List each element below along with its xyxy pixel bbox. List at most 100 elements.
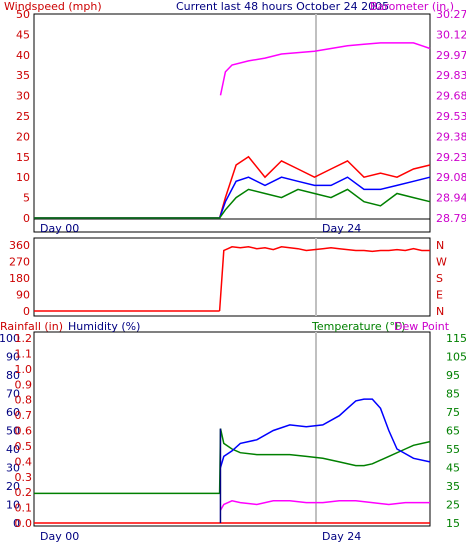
humidity-tick-label: 80 <box>6 369 20 382</box>
barometer-tick-label: 30.27 <box>436 8 466 21</box>
humidity-tick-label: 40 <box>6 443 20 456</box>
direction-degree-label: 360 <box>9 239 30 252</box>
rainfall-tick-label: 0.4 <box>15 455 33 468</box>
rainfall-tick-label: 0.0 <box>15 517 33 530</box>
humidity-tick-label: 20 <box>6 480 20 493</box>
humidity-tick-label: 70 <box>6 388 20 401</box>
rainfall-tick-label: 0.9 <box>15 378 33 391</box>
wind-tick-label: 5 <box>23 192 30 205</box>
humidity-tick-label: 50 <box>6 425 20 438</box>
rainfall-tick-label: 1.2 <box>15 332 33 345</box>
temperature-tick-label: 55 <box>446 443 460 456</box>
barometer-tick-label: 28.94 <box>436 192 466 205</box>
temperature-tick-label: 75 <box>446 406 460 419</box>
temperature-line <box>34 428 431 495</box>
wind-tick-label: 15 <box>16 151 30 164</box>
direction-degree-label: 180 <box>9 272 30 285</box>
dewpoint-line <box>219 500 430 511</box>
rainfall-tick-label: 0.6 <box>15 425 33 438</box>
temperature-tick-label: 115 <box>446 332 466 345</box>
wind-xlabel-day24: Day 24 <box>322 222 361 235</box>
panel-temp-frame <box>33 331 431 527</box>
humidity-tick-label: 30 <box>6 462 20 475</box>
direction-degree-ticks: 360 270 180 90 0 <box>9 239 30 318</box>
wind-tick-label: 40 <box>16 49 30 62</box>
temp-xlabel-day24: Day 24 <box>322 530 361 543</box>
temperature-tick-label: 25 <box>446 499 460 512</box>
wind-chart-title: Current last 48 hours October 24 2005 <box>176 0 389 13</box>
wind-tick-label: 45 <box>16 28 30 41</box>
direction-compass-label: N <box>436 305 444 318</box>
rainfall-tick-label: 0.5 <box>15 440 33 453</box>
wind-tick-label: 30 <box>16 90 30 103</box>
wind-avg-line <box>34 188 431 219</box>
wind-tick-label: 50 <box>16 8 30 21</box>
temperature-tick-label: 15 <box>446 517 460 530</box>
temperature-axis-label: Temperature (°F) <box>311 320 406 333</box>
direction-compass-label: W <box>436 256 447 269</box>
humidity-line <box>219 398 431 468</box>
rainfall-tick-label: 1.1 <box>15 347 33 360</box>
barometer-tick-label: 29.68 <box>436 90 466 103</box>
barometer-tick-label: 29.08 <box>436 171 466 184</box>
barometer-tick-label: 29.23 <box>436 151 466 164</box>
direction-compass-label: S <box>436 272 443 285</box>
temperature-tick-label: 85 <box>446 388 460 401</box>
wind-gust-line <box>34 155 431 219</box>
wind-tick-label: 10 <box>16 171 30 184</box>
temp-xlabel-day00: Day 00 <box>40 530 79 543</box>
rainfall-tick-label: 0.2 <box>15 486 33 499</box>
rainfall-axis-label: Rainfall (in) <box>0 320 63 333</box>
direction-series <box>34 246 430 312</box>
humidity-axis-label: Humidity (%) <box>68 320 140 333</box>
barometer-right-ticks: 30.27 30.12 29.97 29.83 29.68 29.53 29.38 29.23… <box>436 8 466 225</box>
direction-degree-label: 0 <box>23 305 30 318</box>
panel-wind-frame <box>33 13 431 233</box>
rainfall-tick-label: 0.7 <box>15 409 33 422</box>
wind-xlabel-day00: Day 00 <box>40 222 79 235</box>
humidity-tick-label: 100 <box>0 332 20 345</box>
wind-axis-label: Windspeed (mph) <box>4 0 102 13</box>
wind-tick-label: 35 <box>16 69 30 82</box>
temperature-tick-label: 105 <box>446 351 466 364</box>
barometer-tick-label: 28.79 <box>436 212 466 225</box>
direction-compass-label: E <box>436 289 443 302</box>
humidity-tick-label: 0 <box>13 517 20 530</box>
wind-tick-label: 0 <box>23 212 30 225</box>
wind-speed-line <box>34 176 431 219</box>
rainfall-tick-label: 1.0 <box>15 363 33 376</box>
barometer-tick-label: 30.12 <box>436 28 466 41</box>
humidity-tick-label: 60 <box>6 406 20 419</box>
barometer-axis-label: Barometer (in.) <box>370 0 454 13</box>
direction-compass-label: N <box>436 239 444 252</box>
barometer-tick-label: 29.97 <box>436 49 466 62</box>
humidity-tick-label: 10 <box>6 499 20 512</box>
humidity-tick-label: 90 <box>6 351 20 364</box>
temperature-tick-label: 95 <box>446 369 460 382</box>
temperature-tick-label: 35 <box>446 480 460 493</box>
rainfall-ticks: 1.2 1.1 1.0 0.9 0.8 0.7 0.6 0.5 0.4 0.3 0.2 0.1 0.0 <box>15 332 33 530</box>
barometer-tick-label: 29.38 <box>436 130 466 143</box>
panel-direction-frame <box>33 237 431 317</box>
barometer-tick-label: 29.83 <box>436 69 466 82</box>
rainfall-tick-label: 0.3 <box>15 471 33 484</box>
wind-tick-label: 20 <box>16 130 30 143</box>
rainfall-tick-label: 0.1 <box>15 502 33 515</box>
temperature-ticks: 115 105 95 85 75 65 55 45 35 25 15 <box>446 332 466 530</box>
barometer-tick-label: 29.53 <box>436 110 466 123</box>
direction-degree-label: 270 <box>9 256 30 269</box>
temperature-tick-label: 65 <box>446 425 460 438</box>
dewpoint-axis-label: Dew Point <box>394 320 450 333</box>
direction-degree-label: 90 <box>16 289 30 302</box>
wind-direction-line <box>218 246 430 312</box>
wind-tick-label: 25 <box>16 110 30 123</box>
temperature-tick-label: 45 <box>446 462 460 475</box>
wind-series <box>34 42 431 219</box>
temp-series <box>34 398 431 524</box>
rainfall-tick-label: 0.8 <box>15 394 33 407</box>
